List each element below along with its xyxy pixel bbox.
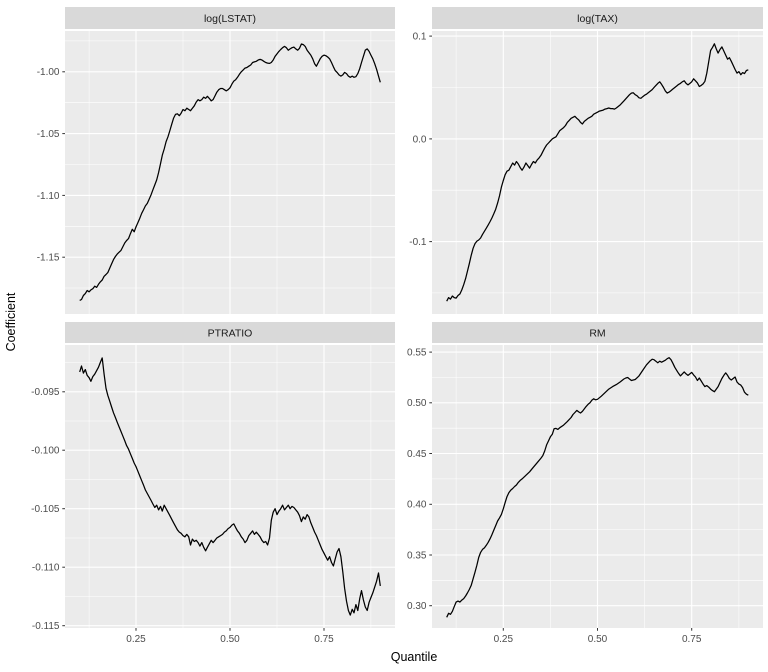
y-tick-label: 0.50 <box>407 398 427 409</box>
y-tick-label: 0.35 <box>407 550 427 561</box>
facet-strip-title: log(LSTAT) <box>204 13 256 25</box>
x-tick-label: 0.75 <box>314 634 334 645</box>
y-tick-label: 0.45 <box>407 449 427 460</box>
y-tick-label: -1.05 <box>37 129 60 140</box>
facet-panel: PTRATIO -0.095 -0.100 -0.105 -0.110 -0.115 0.2… <box>31 322 395 645</box>
y-tick-label: -0.100 <box>31 446 60 457</box>
x-tick-label: 0.75 <box>682 634 702 645</box>
x-tick-label: 0.25 <box>126 634 146 645</box>
y-tick-label: -0.110 <box>32 563 60 574</box>
y-tick-label: -0.1 <box>409 237 427 248</box>
y-tick-label: 0.40 <box>407 500 427 511</box>
x-axis-title: Quantile <box>390 650 438 664</box>
y-tick-label: -1.15 <box>37 253 60 264</box>
facet-strip <box>432 322 763 343</box>
facet-strip <box>65 322 395 343</box>
facet-strip <box>432 7 763 29</box>
facet-strip-title: log(TAX) <box>577 13 618 25</box>
y-tick-label: 0.1 <box>413 32 427 43</box>
y-tick-label: -0.105 <box>31 504 60 515</box>
facet-panel: RM 0.55 0.50 0.45 0.40 0.35 0.30 0.25 0.50 0.75 <box>407 322 763 645</box>
facet-strip <box>65 7 395 29</box>
y-tick-label: -1.10 <box>37 191 60 202</box>
series-line <box>79 43 381 301</box>
y-tick-label: -1.00 <box>37 67 60 78</box>
y-axis-title: Coefficient <box>4 292 18 352</box>
y-tick-label: 0.55 <box>407 348 427 359</box>
facet-panel: log(TAX) 0.1 0.0 -0.1 <box>409 7 763 314</box>
y-tick-label: -0.115 <box>32 621 60 632</box>
y-tick-label: -0.095 <box>31 387 60 398</box>
x-tick-label: 0.25 <box>494 634 514 645</box>
y-tick-label: 0.30 <box>407 601 427 612</box>
series-line <box>446 43 749 302</box>
facet-strip-title: PTRATIO <box>208 327 253 339</box>
series-line <box>446 357 749 618</box>
x-tick-label: 0.50 <box>588 634 608 645</box>
y-tick-label: 0.0 <box>413 134 427 145</box>
facet-panel: log(LSTAT) -1.00 -1.05 -1.10 -1.15 <box>37 7 395 314</box>
x-tick-label: 0.50 <box>220 634 240 645</box>
facet-strip-title: RM <box>589 327 605 339</box>
series-line <box>79 357 381 616</box>
